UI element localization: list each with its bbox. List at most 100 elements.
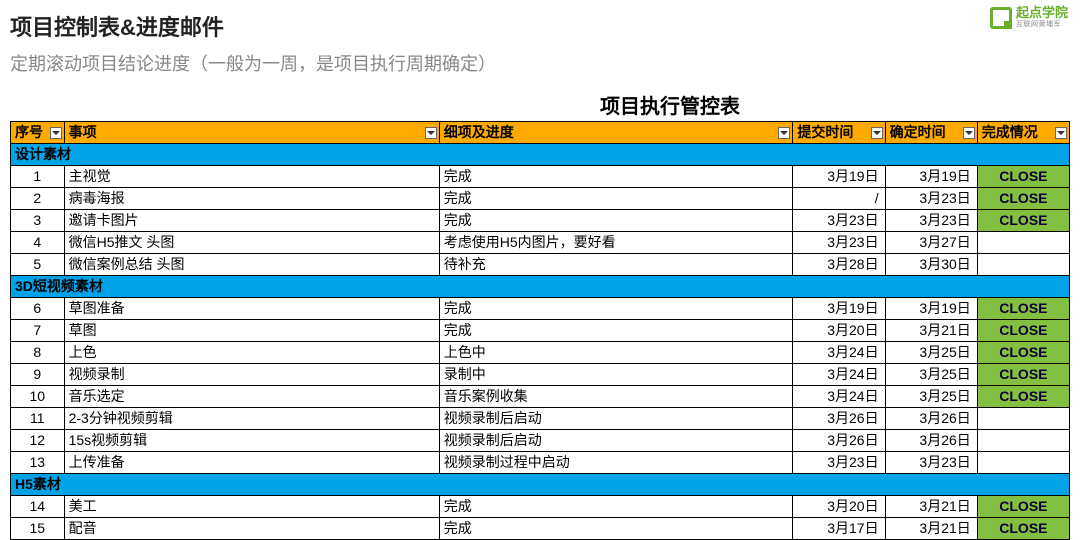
- cell-item[interactable]: 微信H5推文 头图: [64, 232, 439, 254]
- cell-detail[interactable]: 完成: [439, 210, 793, 232]
- cell-item[interactable]: 音乐选定: [64, 386, 439, 408]
- cell-status[interactable]: CLOSE: [977, 364, 1069, 386]
- cell-confirm[interactable]: 3月19日: [885, 298, 977, 320]
- cell-detail[interactable]: 完成: [439, 496, 793, 518]
- cell-seq[interactable]: 7: [11, 320, 65, 342]
- col-detail[interactable]: 细项及进度: [439, 122, 793, 144]
- cell-item[interactable]: 上传准备: [64, 452, 439, 474]
- cell-detail[interactable]: 完成: [439, 298, 793, 320]
- cell-submit[interactable]: 3月24日: [793, 364, 885, 386]
- cell-submit[interactable]: 3月23日: [793, 210, 885, 232]
- cell-submit[interactable]: 3月20日: [793, 496, 885, 518]
- cell-submit[interactable]: 3月23日: [793, 232, 885, 254]
- cell-detail[interactable]: 录制中: [439, 364, 793, 386]
- col-item[interactable]: 事项: [64, 122, 439, 144]
- cell-status[interactable]: [977, 430, 1069, 452]
- cell-seq[interactable]: 14: [11, 496, 65, 518]
- cell-confirm[interactable]: 3月26日: [885, 408, 977, 430]
- cell-detail[interactable]: 音乐案例收集: [439, 386, 793, 408]
- cell-submit[interactable]: 3月20日: [793, 320, 885, 342]
- cell-submit[interactable]: /: [793, 188, 885, 210]
- cell-confirm[interactable]: 3月27日: [885, 232, 977, 254]
- cell-detail[interactable]: 完成: [439, 320, 793, 342]
- cell-submit[interactable]: 3月19日: [793, 298, 885, 320]
- cell-status[interactable]: [977, 254, 1069, 276]
- cell-confirm[interactable]: 3月23日: [885, 452, 977, 474]
- col-submit[interactable]: 提交时间: [793, 122, 885, 144]
- cell-detail[interactable]: 视频录制后启动: [439, 430, 793, 452]
- cell-seq[interactable]: 4: [11, 232, 65, 254]
- cell-item[interactable]: 2-3分钟视频剪辑: [64, 408, 439, 430]
- cell-item[interactable]: 上色: [64, 342, 439, 364]
- cell-item[interactable]: 草图: [64, 320, 439, 342]
- filter-icon[interactable]: [425, 127, 437, 139]
- cell-seq[interactable]: 8: [11, 342, 65, 364]
- cell-confirm[interactable]: 3月21日: [885, 518, 977, 540]
- cell-confirm[interactable]: 3月23日: [885, 188, 977, 210]
- cell-seq[interactable]: 10: [11, 386, 65, 408]
- filter-icon[interactable]: [778, 127, 790, 139]
- table-row[interactable]: 7草图完成3月20日3月21日CLOSE: [11, 320, 1070, 342]
- cell-submit[interactable]: 3月26日: [793, 430, 885, 452]
- filter-icon[interactable]: [50, 127, 62, 139]
- cell-detail[interactable]: 完成: [439, 166, 793, 188]
- table-row[interactable]: 2病毒海报完成/3月23日CLOSE: [11, 188, 1070, 210]
- cell-status[interactable]: CLOSE: [977, 496, 1069, 518]
- col-confirm[interactable]: 确定时间: [885, 122, 977, 144]
- cell-item[interactable]: 微信案例总结 头图: [64, 254, 439, 276]
- cell-seq[interactable]: 1: [11, 166, 65, 188]
- cell-seq[interactable]: 3: [11, 210, 65, 232]
- cell-status[interactable]: CLOSE: [977, 166, 1069, 188]
- cell-submit[interactable]: 3月24日: [793, 342, 885, 364]
- table-row[interactable]: 5微信案例总结 头图待补充3月28日3月30日: [11, 254, 1070, 276]
- cell-seq[interactable]: 15: [11, 518, 65, 540]
- cell-item[interactable]: 15s视频剪辑: [64, 430, 439, 452]
- cell-detail[interactable]: 上色中: [439, 342, 793, 364]
- cell-confirm[interactable]: 3月25日: [885, 342, 977, 364]
- cell-status[interactable]: CLOSE: [977, 320, 1069, 342]
- filter-icon[interactable]: [963, 127, 975, 139]
- cell-submit[interactable]: 3月24日: [793, 386, 885, 408]
- table-row[interactable]: 4微信H5推文 头图考虑使用H5内图片，要好看3月23日3月27日: [11, 232, 1070, 254]
- filter-icon[interactable]: [1055, 127, 1067, 139]
- cell-confirm[interactable]: 3月23日: [885, 210, 977, 232]
- cell-detail[interactable]: 视频录制后启动: [439, 408, 793, 430]
- cell-item[interactable]: 配音: [64, 518, 439, 540]
- table-row[interactable]: 14美工完成3月20日3月21日CLOSE: [11, 496, 1070, 518]
- cell-item[interactable]: 美工: [64, 496, 439, 518]
- cell-status[interactable]: CLOSE: [977, 386, 1069, 408]
- cell-confirm[interactable]: 3月25日: [885, 364, 977, 386]
- cell-confirm[interactable]: 3月21日: [885, 496, 977, 518]
- cell-item[interactable]: 草图准备: [64, 298, 439, 320]
- table-row[interactable]: 1215s视频剪辑视频录制后启动3月26日3月26日: [11, 430, 1070, 452]
- table-row[interactable]: 1主视觉完成3月19日3月19日CLOSE: [11, 166, 1070, 188]
- cell-item[interactable]: 视频录制: [64, 364, 439, 386]
- table-row[interactable]: 8上色上色中3月24日3月25日CLOSE: [11, 342, 1070, 364]
- cell-seq[interactable]: 9: [11, 364, 65, 386]
- cell-submit[interactable]: 3月26日: [793, 408, 885, 430]
- table-row[interactable]: 9视频录制录制中3月24日3月25日CLOSE: [11, 364, 1070, 386]
- cell-status[interactable]: CLOSE: [977, 210, 1069, 232]
- cell-detail[interactable]: 待补充: [439, 254, 793, 276]
- table-row[interactable]: 13上传准备视频录制过程中启动3月23日3月23日: [11, 452, 1070, 474]
- cell-seq[interactable]: 12: [11, 430, 65, 452]
- cell-item[interactable]: 主视觉: [64, 166, 439, 188]
- table-row[interactable]: 10音乐选定音乐案例收集3月24日3月25日CLOSE: [11, 386, 1070, 408]
- cell-detail[interactable]: 考虑使用H5内图片，要好看: [439, 232, 793, 254]
- cell-status[interactable]: CLOSE: [977, 518, 1069, 540]
- cell-detail[interactable]: 完成: [439, 188, 793, 210]
- cell-submit[interactable]: 3月23日: [793, 452, 885, 474]
- table-row[interactable]: 3邀请卡图片完成3月23日3月23日CLOSE: [11, 210, 1070, 232]
- cell-confirm[interactable]: 3月30日: [885, 254, 977, 276]
- cell-status[interactable]: [977, 452, 1069, 474]
- cell-seq[interactable]: 13: [11, 452, 65, 474]
- cell-seq[interactable]: 6: [11, 298, 65, 320]
- col-status[interactable]: 完成情况: [977, 122, 1069, 144]
- table-row[interactable]: 15配音完成3月17日3月21日CLOSE: [11, 518, 1070, 540]
- table-row[interactable]: 112-3分钟视频剪辑视频录制后启动3月26日3月26日: [11, 408, 1070, 430]
- cell-submit[interactable]: 3月19日: [793, 166, 885, 188]
- cell-status[interactable]: CLOSE: [977, 298, 1069, 320]
- cell-status[interactable]: CLOSE: [977, 342, 1069, 364]
- cell-confirm[interactable]: 3月19日: [885, 166, 977, 188]
- cell-confirm[interactable]: 3月21日: [885, 320, 977, 342]
